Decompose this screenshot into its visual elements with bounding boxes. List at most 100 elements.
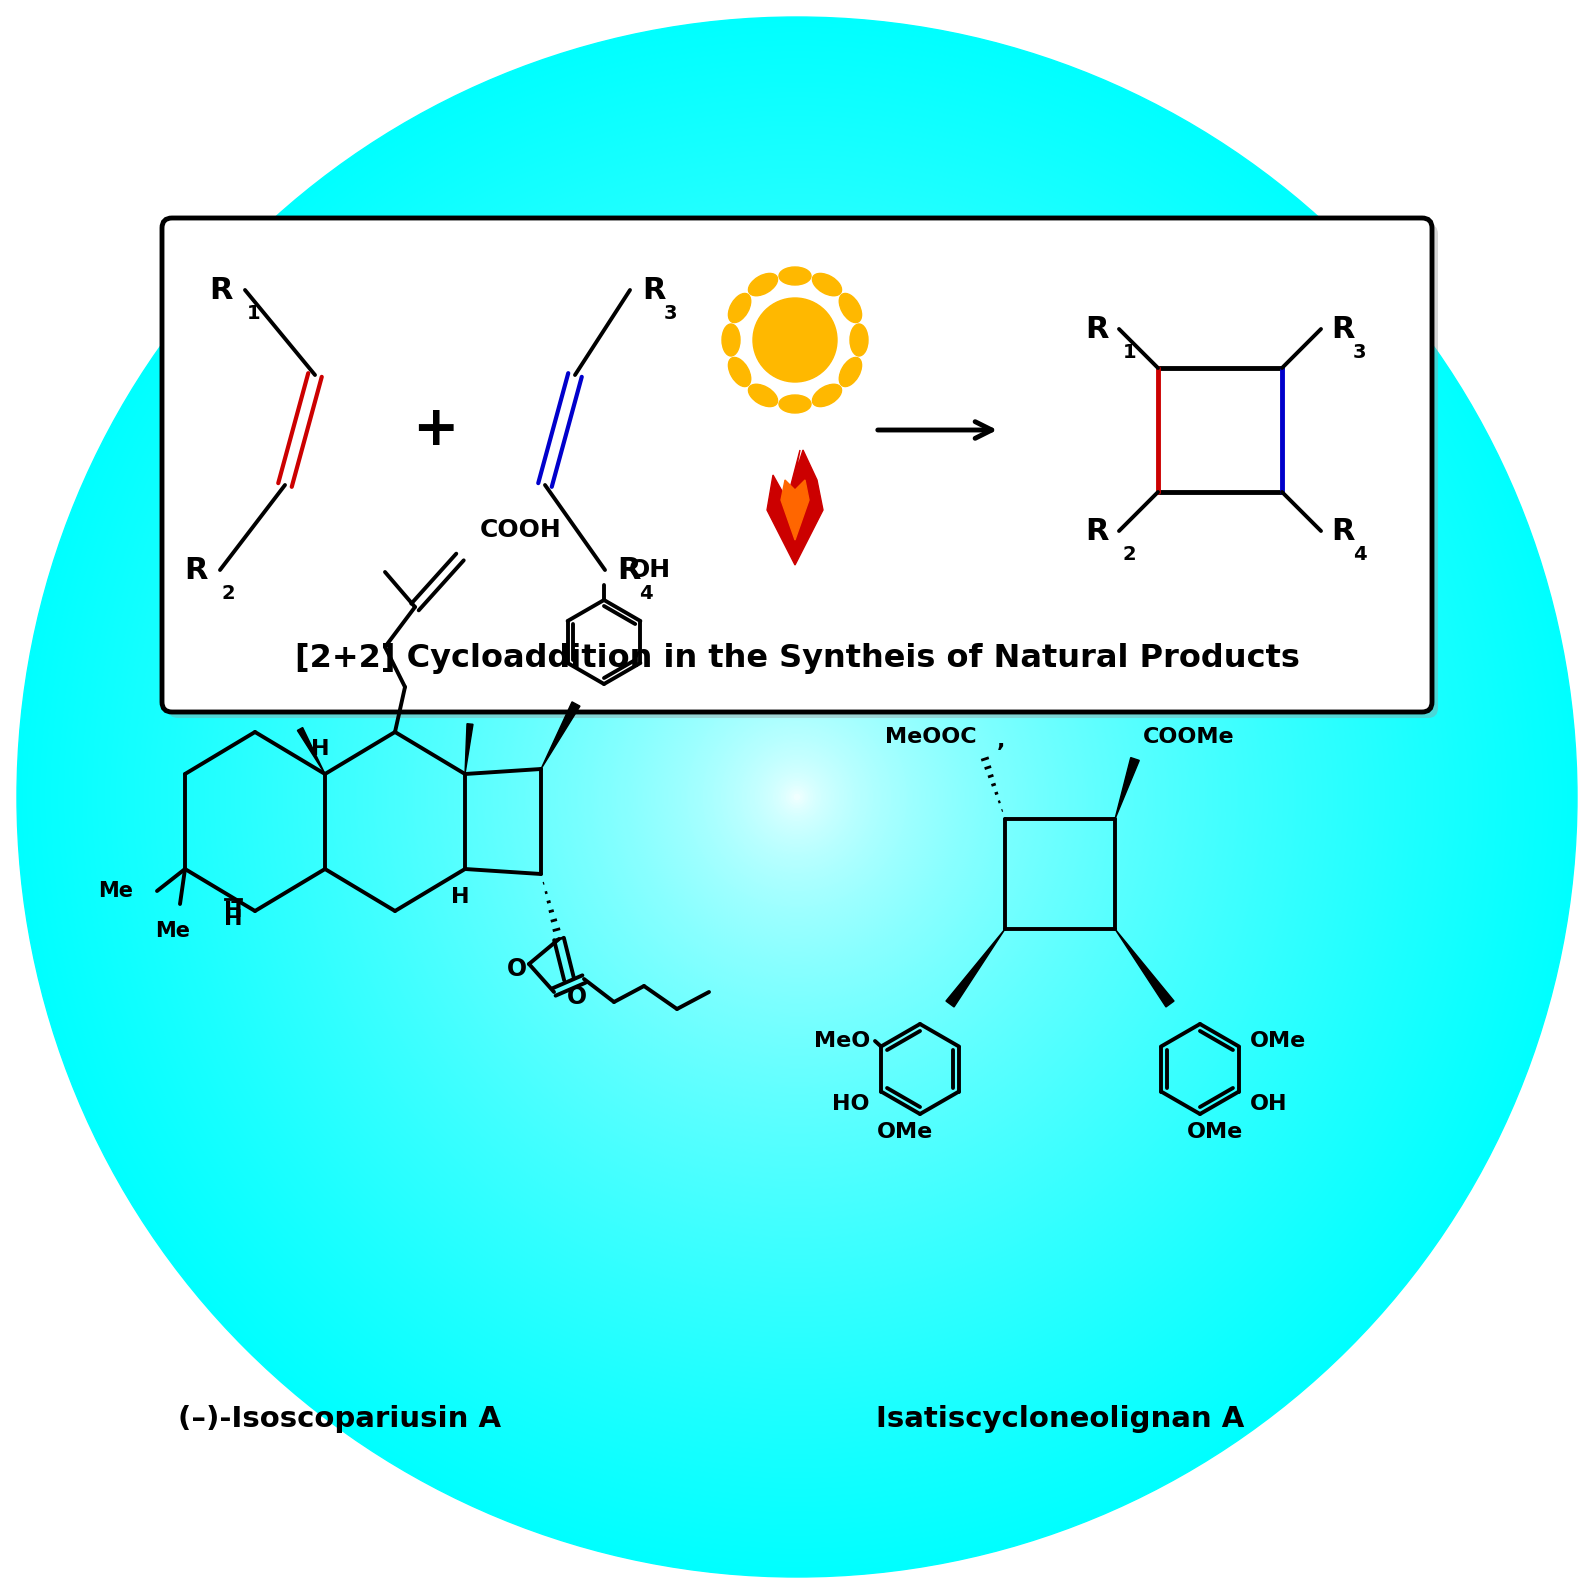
Circle shape bbox=[201, 201, 1393, 1393]
Circle shape bbox=[518, 518, 1076, 1076]
Circle shape bbox=[134, 134, 1460, 1460]
Circle shape bbox=[524, 524, 1070, 1070]
Circle shape bbox=[89, 89, 1505, 1505]
Circle shape bbox=[61, 61, 1533, 1533]
Circle shape bbox=[639, 639, 955, 955]
Circle shape bbox=[743, 743, 851, 851]
Circle shape bbox=[410, 410, 1184, 1184]
Circle shape bbox=[118, 118, 1476, 1476]
Circle shape bbox=[355, 355, 1239, 1239]
Text: H: H bbox=[311, 740, 330, 759]
Circle shape bbox=[59, 59, 1535, 1535]
Text: COOH: COOH bbox=[480, 518, 561, 542]
Circle shape bbox=[607, 607, 987, 987]
Circle shape bbox=[274, 274, 1320, 1320]
Circle shape bbox=[512, 512, 1082, 1082]
Circle shape bbox=[51, 51, 1543, 1543]
Circle shape bbox=[781, 781, 813, 813]
Text: OH: OH bbox=[1250, 1093, 1288, 1114]
Ellipse shape bbox=[840, 357, 862, 387]
Text: R: R bbox=[1331, 314, 1355, 343]
Circle shape bbox=[365, 365, 1229, 1229]
Circle shape bbox=[504, 504, 1090, 1090]
Text: R: R bbox=[209, 276, 233, 304]
Circle shape bbox=[293, 293, 1301, 1301]
Text: R: R bbox=[185, 555, 207, 585]
Circle shape bbox=[673, 673, 921, 921]
Circle shape bbox=[612, 612, 982, 982]
Circle shape bbox=[553, 553, 1041, 1041]
Circle shape bbox=[603, 603, 991, 991]
Circle shape bbox=[373, 373, 1221, 1221]
Text: O: O bbox=[567, 985, 587, 1009]
Circle shape bbox=[794, 794, 800, 800]
Circle shape bbox=[682, 682, 912, 912]
Polygon shape bbox=[945, 929, 1004, 1007]
Circle shape bbox=[228, 228, 1366, 1366]
Circle shape bbox=[398, 398, 1196, 1196]
Circle shape bbox=[352, 352, 1242, 1242]
Ellipse shape bbox=[779, 395, 811, 413]
Circle shape bbox=[652, 652, 942, 942]
Text: R: R bbox=[1086, 516, 1109, 545]
Circle shape bbox=[454, 454, 1140, 1140]
Circle shape bbox=[636, 636, 958, 958]
Circle shape bbox=[368, 368, 1226, 1226]
Circle shape bbox=[751, 751, 843, 843]
Circle shape bbox=[265, 265, 1329, 1329]
Circle shape bbox=[151, 151, 1443, 1443]
Circle shape bbox=[110, 110, 1484, 1484]
Circle shape bbox=[102, 102, 1492, 1492]
Circle shape bbox=[48, 48, 1546, 1546]
Text: H: H bbox=[451, 886, 469, 907]
Text: HO: HO bbox=[832, 1093, 870, 1114]
Circle shape bbox=[467, 467, 1127, 1127]
Circle shape bbox=[303, 303, 1291, 1291]
Circle shape bbox=[277, 277, 1317, 1317]
Circle shape bbox=[233, 233, 1361, 1361]
Circle shape bbox=[719, 719, 875, 875]
Text: R: R bbox=[1086, 314, 1109, 343]
Circle shape bbox=[497, 497, 1097, 1097]
Polygon shape bbox=[1114, 929, 1175, 1007]
Text: 3: 3 bbox=[665, 304, 677, 324]
Circle shape bbox=[657, 657, 937, 937]
Ellipse shape bbox=[728, 293, 751, 322]
Circle shape bbox=[422, 422, 1172, 1172]
Circle shape bbox=[64, 64, 1530, 1530]
Circle shape bbox=[760, 760, 834, 834]
Circle shape bbox=[389, 389, 1205, 1205]
Circle shape bbox=[113, 113, 1481, 1481]
Circle shape bbox=[186, 186, 1408, 1408]
Circle shape bbox=[75, 75, 1519, 1519]
Circle shape bbox=[693, 693, 901, 901]
Circle shape bbox=[298, 298, 1296, 1296]
Circle shape bbox=[666, 666, 928, 928]
Text: 4: 4 bbox=[639, 583, 652, 603]
Circle shape bbox=[418, 418, 1176, 1176]
Circle shape bbox=[250, 250, 1344, 1344]
Circle shape bbox=[402, 402, 1192, 1192]
Circle shape bbox=[54, 54, 1540, 1540]
Circle shape bbox=[566, 566, 1028, 1028]
Ellipse shape bbox=[749, 384, 778, 406]
Circle shape bbox=[472, 472, 1122, 1122]
Circle shape bbox=[363, 363, 1231, 1231]
Circle shape bbox=[188, 188, 1406, 1406]
Circle shape bbox=[105, 105, 1489, 1489]
Polygon shape bbox=[1114, 757, 1140, 819]
Circle shape bbox=[567, 567, 1027, 1027]
Circle shape bbox=[744, 744, 850, 850]
Circle shape bbox=[756, 756, 838, 838]
Circle shape bbox=[40, 40, 1554, 1554]
Circle shape bbox=[426, 426, 1168, 1168]
Circle shape bbox=[413, 413, 1181, 1181]
Circle shape bbox=[344, 344, 1250, 1250]
Circle shape bbox=[405, 405, 1189, 1189]
Text: [2+2] Cycloaddition in the Syntheis of Natural Products: [2+2] Cycloaddition in the Syntheis of N… bbox=[295, 642, 1299, 674]
Circle shape bbox=[491, 491, 1103, 1103]
Circle shape bbox=[631, 631, 963, 963]
Circle shape bbox=[505, 505, 1089, 1089]
Circle shape bbox=[604, 604, 990, 990]
Circle shape bbox=[575, 575, 1019, 1019]
